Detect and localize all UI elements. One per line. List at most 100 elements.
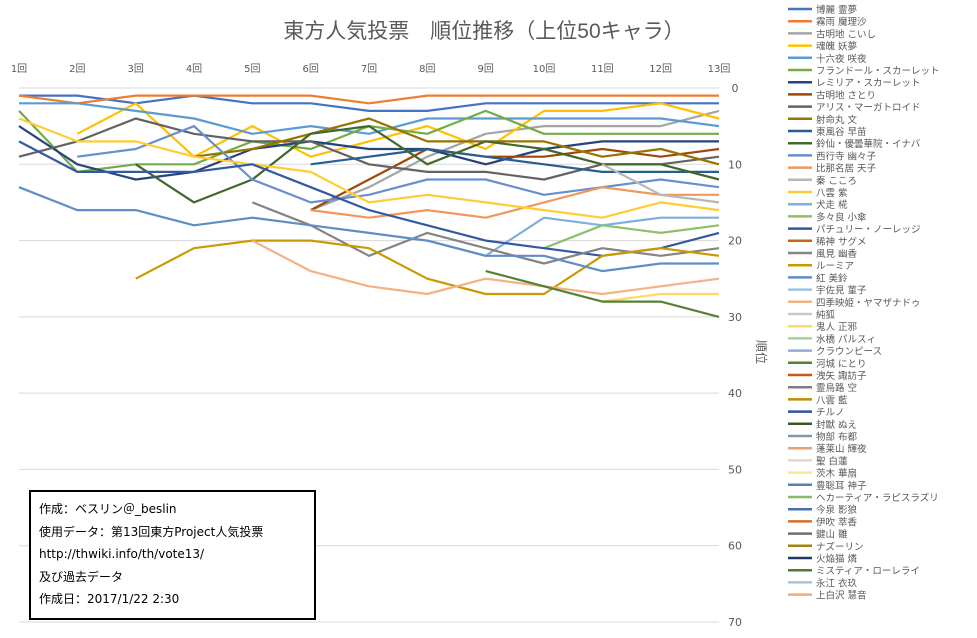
x-tick-label: 13回 xyxy=(708,63,731,75)
legend-entry: 宇佐見 菫子 xyxy=(816,285,867,297)
series-line xyxy=(485,270,720,318)
legend-entry: 稀神 サグメ xyxy=(816,236,867,248)
legend-entry: 西行寺 幽々子 xyxy=(816,150,877,162)
legend-entry: 十六夜 咲夜 xyxy=(816,53,867,65)
y-tick-label: 30 xyxy=(728,311,742,324)
credit-created-date: 作成日：2017/1/22 2:30 xyxy=(39,592,180,606)
series-line xyxy=(601,163,720,204)
x-tick-label: 8回 xyxy=(419,63,435,75)
y-tick-label: 0 xyxy=(732,82,739,95)
legend-entry: 八雲 紫 xyxy=(816,188,848,199)
x-tick-label: 12回 xyxy=(649,63,672,75)
credit-author: 作成：ベスリン＠_beslin xyxy=(39,502,177,516)
legend-entry: フランドール・スカーレット xyxy=(816,66,940,77)
legend-entry: 洩矢 諏訪子 xyxy=(816,370,867,382)
chart-title: 東方人気投票 順位推移（上位50キャラ） xyxy=(283,20,684,43)
legend-entry: 封獣 ぬえ xyxy=(816,419,857,431)
series-line xyxy=(18,140,720,257)
credit-past-data: 及び過去データ xyxy=(39,569,124,584)
legend-entry: 多々良 小傘 xyxy=(816,211,867,223)
legend-entry: 古明地 こいし xyxy=(816,28,876,40)
legend-entry: 犬走 椛 xyxy=(816,199,848,211)
legend-entry: 古明地 さとり xyxy=(816,89,876,101)
x-axis-tick-labels: 1回 2回 3回 4回 5回 6回 7回 8回 9回 10回 11回 12回 13回 xyxy=(11,63,731,75)
legend-entry: 紅 美鈴 xyxy=(816,272,848,284)
legend-entry: 比那名居 天子 xyxy=(816,163,877,175)
legend-entry: ナズーリン xyxy=(816,541,864,553)
x-tick-label: 5回 xyxy=(244,63,260,75)
legend-entry: 物部 布都 xyxy=(816,431,858,443)
series-line xyxy=(135,239,720,296)
legend-entry: 河城 にとり xyxy=(816,358,867,370)
legend-entry: 永江 衣玖 xyxy=(816,577,858,589)
legend-entry: 霧雨 魔理沙 xyxy=(816,16,867,28)
legend-entry: ルーミア xyxy=(816,261,854,272)
legend-entry: 鈴仙・優曇華院・イナバ xyxy=(816,138,921,150)
legend-entry: 四季映姫・ヤマザナドゥ xyxy=(816,297,921,309)
legend-entry: 秦 こころ xyxy=(816,175,857,187)
legend-entry: パチュリー・ノーレッジ xyxy=(816,225,921,236)
legend-entry: ミスティア・ローレライ xyxy=(816,566,920,577)
legend-entry: 上白沢 慧音 xyxy=(816,590,867,602)
legend-entry: 魂魄 妖夢 xyxy=(816,41,857,53)
series-line xyxy=(543,224,720,250)
x-tick-label: 1回 xyxy=(11,63,27,75)
series-line xyxy=(135,124,720,204)
legend-entry: 鍵山 雛 xyxy=(816,529,848,541)
legend-entry: 博麗 霊夢 xyxy=(816,4,857,16)
legend-entry: 蓬莱山 輝夜 xyxy=(816,443,867,455)
series-line xyxy=(251,201,720,265)
legend-entry: 豊聡耳 神子 xyxy=(816,480,867,492)
y-tick-label: 60 xyxy=(728,540,742,553)
series-line xyxy=(310,147,719,173)
legend-entry: 伊吹 萃香 xyxy=(816,516,858,528)
x-tick-label: 2回 xyxy=(69,63,85,75)
y-tick-label: 70 xyxy=(728,616,742,629)
legend-entry: 鬼人 正邪 xyxy=(816,321,858,333)
series-lines xyxy=(18,94,720,318)
y-tick-label: 10 xyxy=(728,158,742,171)
x-tick-label: 7回 xyxy=(361,63,377,75)
y-tick-label: 50 xyxy=(728,463,742,476)
credit-box: 作成：ベスリン＠_beslin 使用データ：第13回東方Project人気投票 … xyxy=(29,490,316,620)
x-tick-label: 3回 xyxy=(127,63,143,75)
series-line xyxy=(193,117,720,166)
x-tick-label: 4回 xyxy=(186,63,202,75)
legend-entry: 今泉 影狼 xyxy=(816,504,858,516)
y-axis-tick-labels: 0 10 20 30 40 50 60 70 xyxy=(728,82,742,629)
legend-entry: アリス・マーガトロイド xyxy=(816,103,921,114)
series-line xyxy=(76,102,720,158)
credit-data-source: 使用データ：第13回東方Project人気投票 xyxy=(39,524,264,539)
legend-entry: レミリア・スカーレット xyxy=(816,78,921,89)
y-tick-label: 40 xyxy=(728,387,742,400)
legend-entry: ヘカーティア・ラピスラズリ xyxy=(816,492,939,504)
legend-entry: 霊烏路 空 xyxy=(816,382,857,394)
series-line xyxy=(18,117,720,219)
y-axis-label: 順位 xyxy=(754,340,769,364)
series-line xyxy=(19,102,720,135)
legend-entry: クラウンピース xyxy=(816,347,882,358)
legend-entry: 八雲 藍 xyxy=(816,394,848,406)
series-line xyxy=(310,147,720,212)
legend-entry: 純狐 xyxy=(816,309,836,321)
legend-entry: 茨木 華扇 xyxy=(816,468,857,480)
series-line xyxy=(18,186,719,273)
series-line xyxy=(18,94,719,105)
x-tick-label: 11回 xyxy=(591,63,614,75)
series-line xyxy=(602,292,719,303)
x-tick-label: 6回 xyxy=(302,63,318,75)
legend-entry: 聖 白蓮 xyxy=(816,455,848,467)
y-tick-label: 20 xyxy=(728,235,742,248)
series-line xyxy=(77,124,720,204)
legend-entry: チルノ xyxy=(816,408,845,419)
legend-entry: 風見 幽香 xyxy=(816,249,858,260)
legend-entry: 火焔猫 燐 xyxy=(816,553,858,565)
legend-entry: 射命丸 文 xyxy=(816,114,858,126)
series-line xyxy=(251,239,720,296)
series-line xyxy=(310,186,719,219)
series-line xyxy=(18,125,719,181)
legend-entry: 東風谷 早苗 xyxy=(816,126,867,138)
x-tick-label: 10回 xyxy=(533,63,556,75)
